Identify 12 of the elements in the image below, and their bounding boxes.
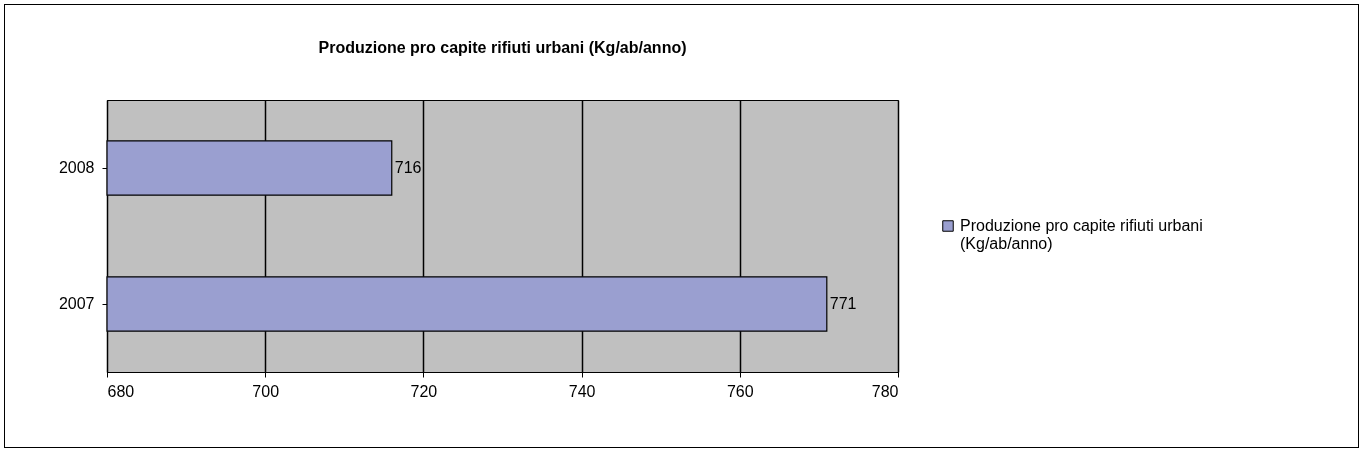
x-tick-label: 680 [107,382,135,400]
chart-title: Produzione pro capite rifiuti urbani (Kg/ab/anno) [318,39,687,56]
x-tick-label: 720 [410,382,438,400]
legend-label: Produzione pro capite rifiuti urbani (Kg/ab/anno) [960,217,1203,252]
x-tick-label: 700 [252,382,280,400]
y-tick-label: 2007 [58,295,95,312]
x-tick-label: 780 [871,382,899,400]
data-label: 716 [394,159,422,176]
x-tick-label: 740 [568,382,596,400]
data-label: 771 [829,295,857,312]
y-tick-label: 2008 [58,159,95,176]
x-tick-label: 760 [726,382,754,400]
